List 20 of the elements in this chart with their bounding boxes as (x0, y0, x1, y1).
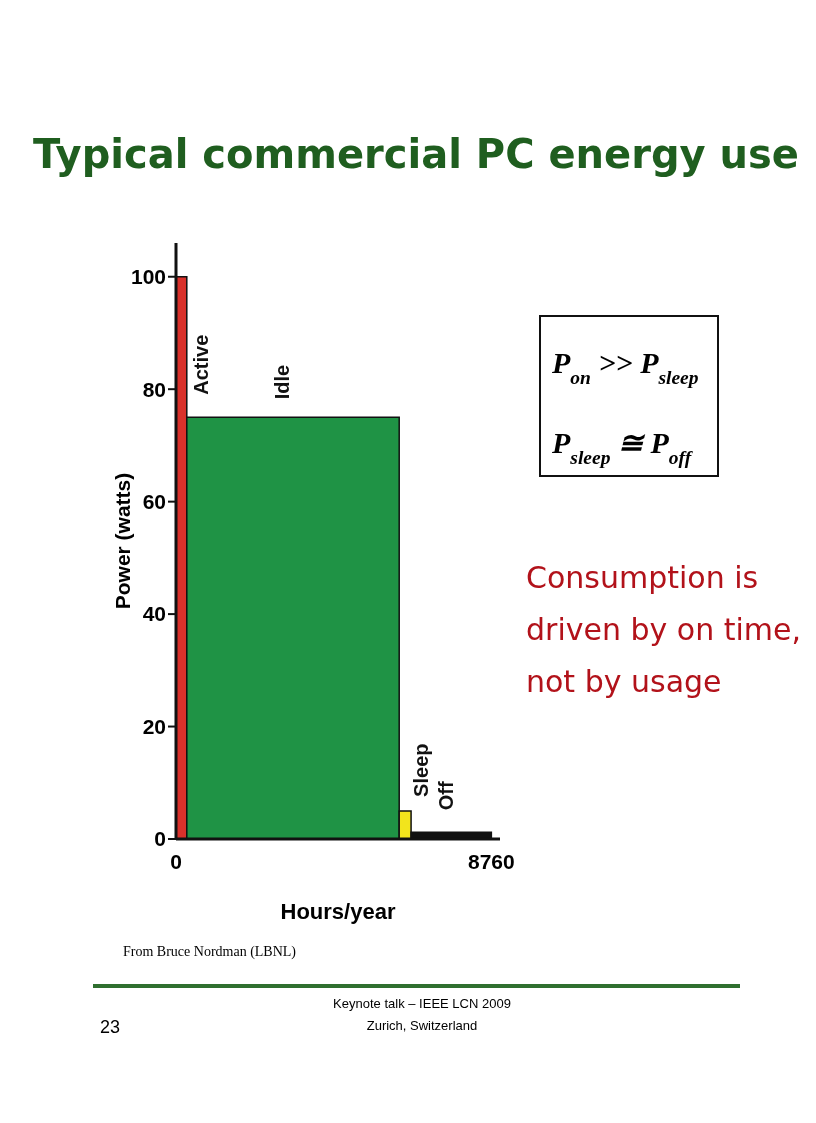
text: From Bruce Nordman (LBNL) (123, 944, 297, 960)
x-tick-label: 8760 (468, 850, 515, 873)
y-tick-label: 20 (142, 714, 166, 738)
text: Off (435, 781, 458, 811)
y-tick-label: 40 (142, 602, 166, 626)
text: Idle (271, 364, 294, 400)
y-axis-title: Power (watts) (111, 472, 134, 610)
x-axis-title: Hours/year (280, 899, 396, 924)
y-tick-label: 0 (154, 827, 166, 851)
text: P$_{sleep}$ ≅ P$_{off}$ (551, 426, 694, 468)
text: Consumption is driven by on time, not by usage (526, 560, 802, 699)
y-tick-label: 100 (130, 265, 166, 289)
text: Keynote talk – IEEE LCN 2009 Zurich, Switzerland (333, 996, 511, 1033)
text: 23 (100, 1017, 121, 1037)
chart-title: Typical commercial PC energy use (33, 131, 799, 177)
y-tick-label: 60 (142, 489, 166, 513)
y-tick-label: 80 (142, 377, 166, 401)
text: P$_{on}$ >> P$_{sleep}$ (551, 346, 699, 388)
text: Sleep (410, 743, 433, 797)
text: Active (189, 334, 212, 395)
